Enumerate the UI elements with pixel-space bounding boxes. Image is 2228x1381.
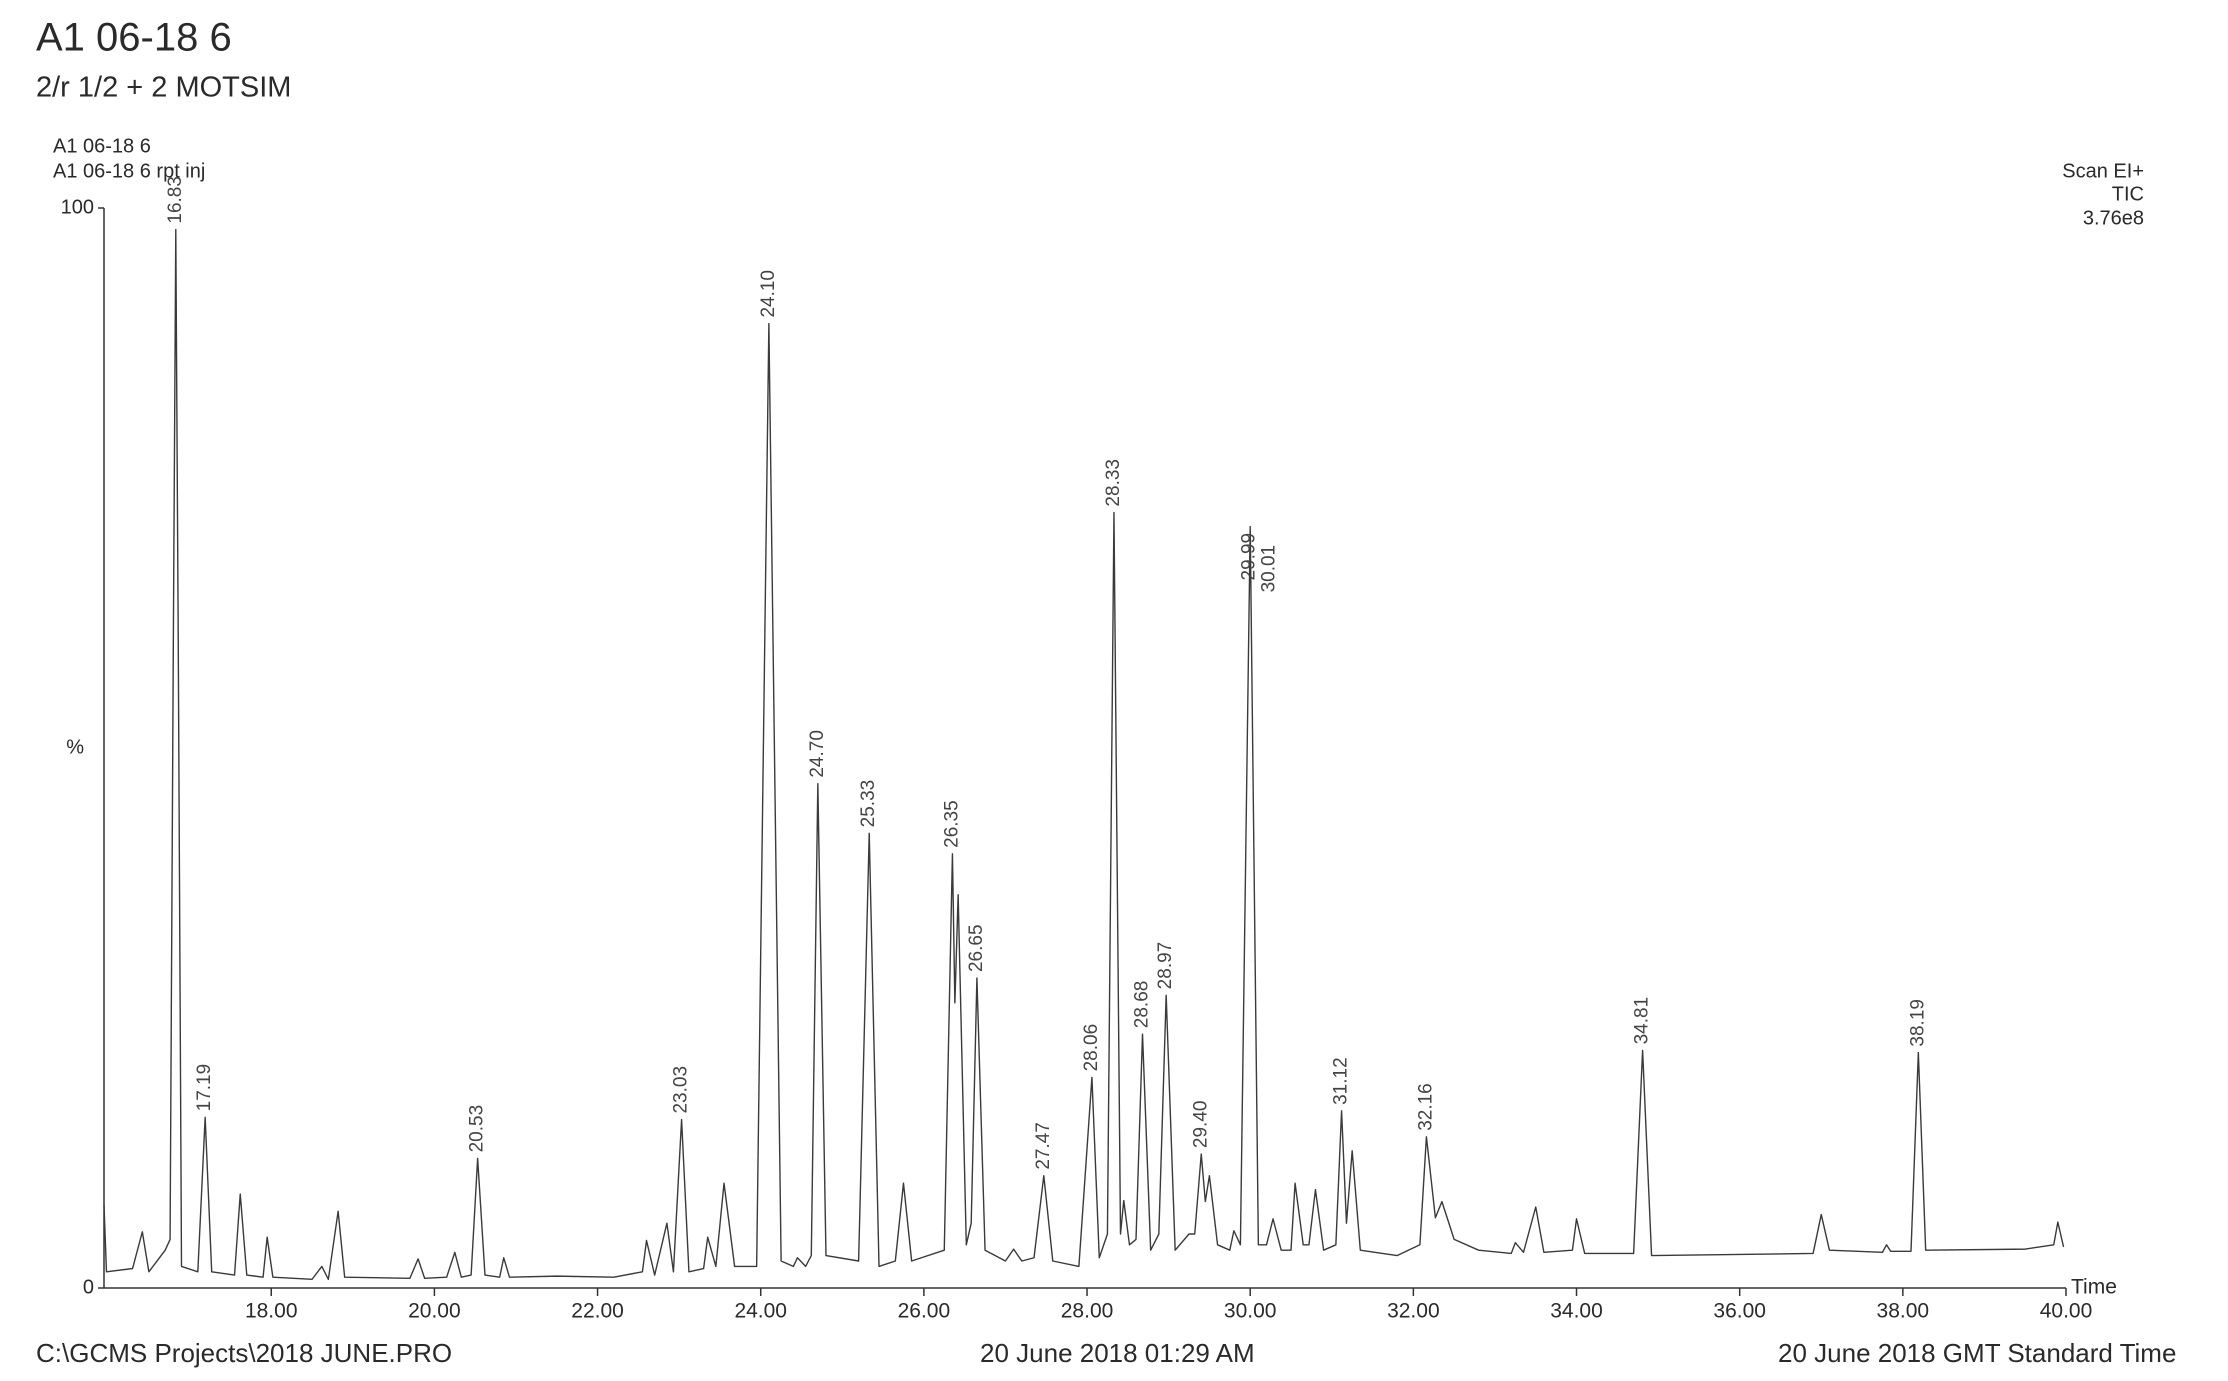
peak-label: 25.33 bbox=[858, 780, 879, 828]
footer-right: 20 June 2018 GMT Standard Time bbox=[1778, 1338, 2176, 1368]
annotation: 3.76e8 bbox=[2083, 207, 2144, 229]
peak-label: 17.19 bbox=[194, 1064, 215, 1112]
peak-label: 28.68 bbox=[1132, 981, 1153, 1029]
peak-label: 29.40 bbox=[1190, 1101, 1211, 1149]
peak-label: 31.12 bbox=[1331, 1057, 1352, 1105]
x-tick-label: 18.00 bbox=[245, 1300, 298, 1323]
peak-label: 16.83 bbox=[165, 176, 186, 224]
peak-label: 20.53 bbox=[467, 1105, 488, 1153]
x-tick-label: 30.00 bbox=[1224, 1300, 1277, 1323]
peak-label: 29.99 bbox=[1238, 533, 1259, 581]
x-tick-label: 32.00 bbox=[1387, 1300, 1440, 1323]
peak-label: 38.19 bbox=[1907, 999, 1928, 1047]
annotation: Scan EI+ bbox=[2062, 160, 2144, 182]
peak-label: 32.16 bbox=[1415, 1083, 1436, 1131]
peak-label: 27.47 bbox=[1033, 1122, 1054, 1170]
peak-label: 26.65 bbox=[966, 924, 987, 972]
x-tick-label: 38.00 bbox=[1877, 1300, 1930, 1323]
x-tick-label: 26.00 bbox=[898, 1300, 951, 1323]
peak-label: 24.10 bbox=[758, 270, 779, 318]
sample-label: A1 06-18 6 bbox=[53, 135, 151, 157]
sample-label: A1 06-18 6 rpt inj bbox=[53, 160, 205, 182]
footer-left: C:\GCMS Projects\2018 JUNE.PRO bbox=[36, 1338, 452, 1368]
peak-label: 34.81 bbox=[1632, 997, 1653, 1045]
peak-label: 28.97 bbox=[1155, 942, 1176, 990]
trace bbox=[103, 228, 2065, 1281]
y-axis-label: % bbox=[66, 736, 84, 758]
x-tick-label: 40.00 bbox=[2040, 1300, 2093, 1323]
x-tick-label: 34.00 bbox=[1550, 1300, 1603, 1323]
x-tick-label: 20.00 bbox=[408, 1300, 461, 1323]
x-axis-label: Time bbox=[2071, 1276, 2117, 1299]
peak-label: 28.06 bbox=[1081, 1024, 1102, 1072]
peak-label: 23.03 bbox=[671, 1066, 692, 1114]
peak-label: 26.35 bbox=[941, 800, 962, 848]
x-tick-label: 24.00 bbox=[734, 1300, 787, 1323]
x-tick-label: 36.00 bbox=[1713, 1300, 1766, 1323]
y-tick-label: 0 bbox=[83, 1276, 94, 1298]
chart-title: A1 06-18 6 bbox=[36, 16, 232, 60]
peak-label: 28.33 bbox=[1103, 459, 1124, 507]
x-tick-label: 22.00 bbox=[571, 1300, 624, 1323]
annotation: TIC bbox=[2112, 183, 2144, 205]
peak-label: 30.01 bbox=[1258, 545, 1279, 593]
x-tick-label: 28.00 bbox=[1061, 1300, 1114, 1323]
footer-center: 20 June 2018 01:29 AM bbox=[980, 1338, 1255, 1368]
chart-subtitle: 2/r 1/2 + 2 MOTSIM bbox=[36, 72, 291, 104]
y-tick-label: 100 bbox=[61, 196, 94, 218]
peak-label: 24.70 bbox=[807, 730, 828, 778]
